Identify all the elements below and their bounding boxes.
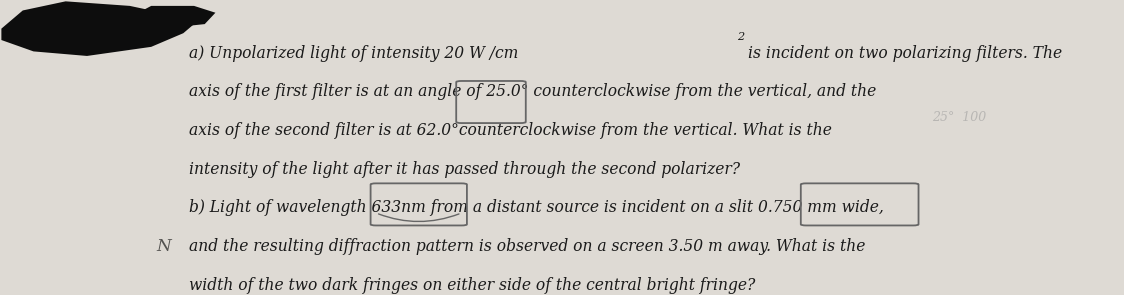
Text: b) Light of wavelength 633nm from a distant source is incident on a slit 0.750 m: b) Light of wavelength 633nm from a dist… — [189, 199, 883, 216]
Text: N: N — [156, 238, 171, 255]
Text: 2: 2 — [736, 32, 744, 42]
Text: a) Unpolarized light of intensity 20 W /cm: a) Unpolarized light of intensity 20 W /… — [189, 45, 518, 62]
Text: is incident on two polarizing filters. The: is incident on two polarizing filters. T… — [749, 45, 1062, 62]
Text: axis of the second filter is at 62.0°counterclockwise from the vertical. What is: axis of the second filter is at 62.0°cou… — [189, 122, 832, 139]
Text: and the resulting diffraction pattern is observed on a screen 3.50 m away. What : and the resulting diffraction pattern is… — [189, 238, 865, 255]
PathPatch shape — [129, 6, 216, 29]
PathPatch shape — [1, 1, 194, 56]
Text: intensity of the light after it has passed through the second polarizer?: intensity of the light after it has pass… — [189, 160, 740, 178]
Text: 25°  100: 25° 100 — [933, 111, 987, 124]
Text: width of the two dark fringes on either side of the central bright fringe?: width of the two dark fringes on either … — [189, 277, 755, 294]
Text: axis of the first filter is at an angle of 25.0° counterclockwise from the verti: axis of the first filter is at an angle … — [189, 83, 876, 100]
